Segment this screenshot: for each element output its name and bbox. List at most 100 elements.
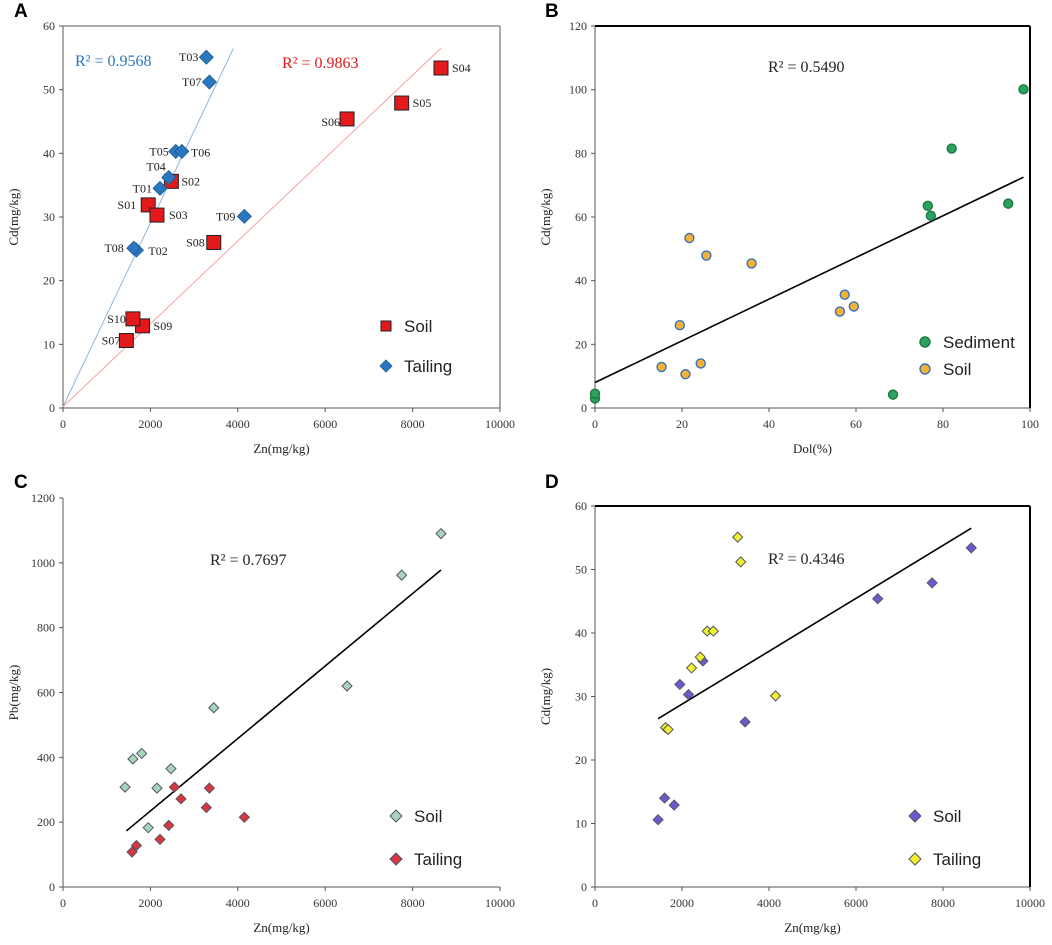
y-axis-label: Cd(mg/kg) [538,668,553,725]
panel-letter: A [14,1,28,22]
data-point [394,95,410,111]
data-point [674,678,686,691]
data-point [119,781,131,793]
x-axis-label: Dol(%) [793,441,832,456]
point-label: S08 [186,235,205,249]
data-point [746,258,757,269]
data-point [395,569,408,581]
point-label: T07 [182,75,201,89]
y-tick-label: 400 [37,750,55,764]
point-label: S06 [321,115,340,129]
x-tick-label: 8000 [401,417,425,431]
y-tick-label: 20 [43,274,55,288]
legend-label-tailing: Tailing [933,850,981,869]
point-label: T08 [104,241,123,255]
series-tailing [126,781,251,858]
y-tick-label: 120 [569,19,587,33]
point-label: T05 [149,144,168,158]
data-point [662,723,674,736]
data-point [125,311,141,327]
data-point [946,143,957,154]
series-soil [656,232,860,380]
point-label: T04 [146,160,165,174]
data-point [208,702,220,714]
y-tick-label: 1200 [31,491,55,505]
point-label: T09 [216,209,235,223]
data-point [1003,198,1014,209]
y-tick-label: 40 [575,274,587,288]
data-point [682,688,695,701]
x-tick-label: 80 [937,417,949,431]
point-label: S05 [413,96,432,110]
data-point [238,811,251,824]
data-point [435,527,447,540]
data-point [1018,84,1029,95]
point-label: S01 [118,198,137,212]
data-point [149,207,165,223]
chart-panel-D: D 0 2000 4000 6000 8000 10000 0 10 20 30 40 50 60 Zn(m… [538,472,1045,935]
data-point [872,593,884,605]
r-squared-label: R² = 0.4346 [768,551,845,568]
r-squared-label: R² = 0.7697 [210,552,287,569]
series-sediment [589,84,1029,404]
point-label: S07 [102,334,121,348]
legend-marker-soil [919,363,931,375]
y-tick-label: 80 [575,146,587,160]
data-point [206,234,222,250]
data-point [589,388,601,399]
point-label: T06 [191,145,210,159]
y-tick-label: 800 [37,621,55,635]
y-tick-label: 60 [575,499,587,513]
data-point [674,320,686,331]
legend-marker-soil [908,809,922,823]
panel-letter: D [545,472,559,493]
r-squared-label: R² = 0.9568 [75,53,152,70]
data-point [695,358,706,369]
data-point [236,208,252,224]
y-tick-label: 10 [43,337,55,351]
series-soil: S01 S02 S03 S04 S05 S06 S07 S08 S09 S10 [102,60,471,349]
data-point [685,662,698,674]
data-point [668,799,680,811]
point-label: S10 [107,312,126,326]
legend-marker-tailing [908,852,922,866]
x-tick-label: 8000 [401,896,425,910]
legend-marker-soil [389,809,403,823]
data-point [839,289,850,300]
x-tick-label: 4000 [757,896,781,910]
data-point [161,169,177,186]
data-point [126,240,142,256]
trendline-tailing [62,48,234,407]
data-point [965,542,977,554]
data-point [118,333,134,349]
data-point [656,361,667,373]
series-soil [119,527,447,834]
legend-label-tailing: Tailing [414,850,462,869]
chart-panel-A: A 0 2000 4000 6000 8000 10000 0 10 20 30 40 50 60 Zn(m… [6,1,515,456]
legend-marker-tailing [389,852,403,866]
point-label: S04 [452,61,471,75]
trendline [594,176,1024,384]
panel-letter: C [14,472,28,493]
data-point [341,680,353,692]
y-tick-label: 40 [575,626,587,640]
data-point [834,306,846,317]
trendline-soil [62,47,442,408]
data-point [926,577,938,589]
x-tick-label: 20 [676,417,688,431]
data-point [151,782,163,794]
data-point [198,49,214,65]
data-point [154,833,166,846]
data-point [769,690,782,702]
point-label: S09 [154,319,173,333]
y-tick-label: 0 [49,401,55,415]
data-point [925,210,937,221]
trendline [657,527,972,720]
x-axis-label: Zn(mg/kg) [253,920,309,935]
x-tick-label: 6000 [313,417,337,431]
y-tick-label: 10 [575,817,587,831]
y-tick-label: 1000 [31,556,55,570]
data-point [200,801,213,814]
point-label: T02 [148,244,167,258]
data-point [731,531,744,543]
